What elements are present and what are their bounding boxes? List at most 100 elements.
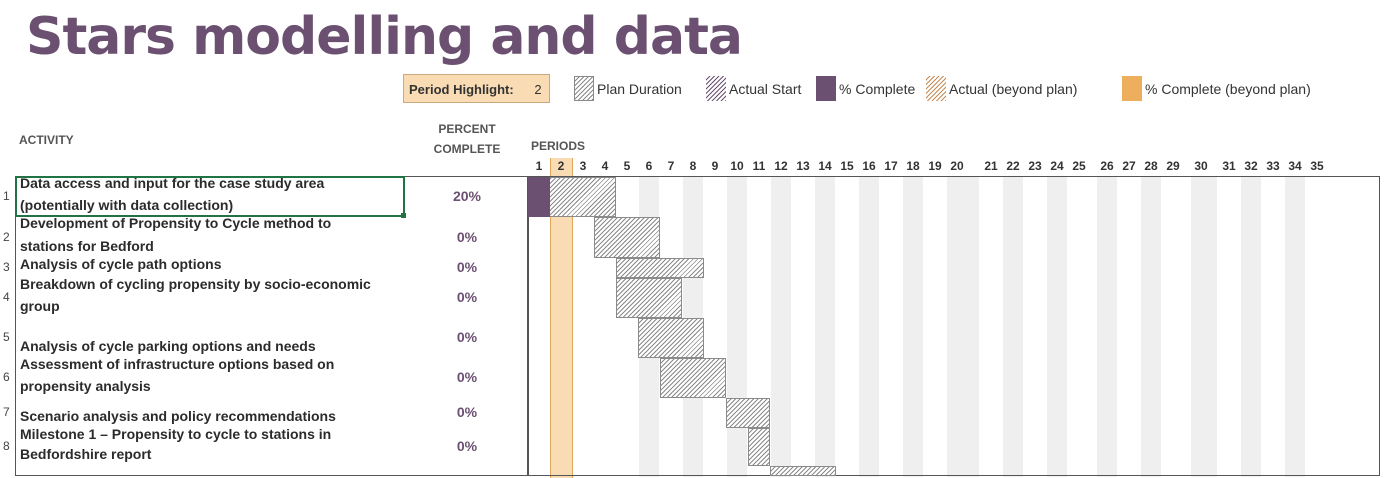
row-number: 8 xyxy=(3,439,10,453)
period-label-6: 6 xyxy=(645,159,653,173)
period-label-7: 7 xyxy=(667,159,675,173)
period-label-21: 21 xyxy=(984,159,998,173)
period-label-16: 16 xyxy=(862,159,876,173)
plan-duration-bar xyxy=(616,278,682,318)
period-label-3: 3 xyxy=(579,159,587,173)
activity-header: ACTIVITY xyxy=(19,133,74,147)
period-column-stripe xyxy=(815,177,835,477)
legend-swatch-complete xyxy=(816,76,836,101)
period-label-11: 11 xyxy=(752,159,766,173)
period-label-34: 34 xyxy=(1288,159,1302,173)
period-label-13: 13 xyxy=(796,159,810,173)
period-column-stripe xyxy=(1141,177,1161,477)
period-label-32: 32 xyxy=(1244,159,1258,173)
activity-name: Development of Propensity to Cycle metho… xyxy=(20,215,332,231)
plan-duration-bar xyxy=(726,398,770,428)
row-number: 4 xyxy=(3,290,10,304)
plan-duration-bar xyxy=(660,358,726,398)
legend-label-plan-duration: Plan Duration xyxy=(597,81,682,97)
activity-name: Assessment of infrastructure options bas… xyxy=(20,356,335,372)
percent-complete: 0% xyxy=(456,259,478,275)
period-label-31: 31 xyxy=(1222,159,1236,173)
row-number: 3 xyxy=(3,260,10,274)
period-label-27: 27 xyxy=(1122,159,1136,173)
period-column-stripe xyxy=(859,177,879,477)
activity-name-line2: Scenario analysis and policy recommendat… xyxy=(20,408,336,424)
period-column-stripe xyxy=(1285,177,1305,477)
activity-name-line2: (potentially with data collection) xyxy=(20,197,234,213)
period-column-stripe xyxy=(947,177,979,477)
legend-label-actual-start: Actual Start xyxy=(729,81,802,97)
percent-complete: 0% xyxy=(456,369,478,385)
plan-duration-bar xyxy=(748,428,770,466)
activity-name-line2: Bedfordshire report xyxy=(20,446,152,462)
legend-swatch-actual-start xyxy=(706,76,726,101)
row-number: 6 xyxy=(3,370,10,384)
activity-name: Milestone 1 – Propensity to cycle to sta… xyxy=(20,426,332,442)
period-label-9: 9 xyxy=(711,159,719,173)
period-label-10: 10 xyxy=(730,159,744,173)
period-label-20: 20 xyxy=(950,159,964,173)
row-number: 2 xyxy=(3,229,10,244)
period-label-33: 33 xyxy=(1266,159,1280,173)
percent-complete-bar xyxy=(528,177,550,217)
period-label-30: 30 xyxy=(1194,159,1208,173)
plan-duration-bar xyxy=(638,318,704,358)
period-column-stripe xyxy=(1097,177,1117,477)
activity-name-line2: group xyxy=(20,298,60,314)
period-highlight-input[interactable] xyxy=(403,74,550,103)
percent-complete: 0% xyxy=(456,404,478,420)
period-column-stripe xyxy=(1191,177,1217,477)
plan-duration-bar xyxy=(770,466,836,476)
period-label-15: 15 xyxy=(840,159,854,173)
period-highlight-label: Period Highlight: xyxy=(409,82,514,97)
period-label-23: 23 xyxy=(1028,159,1042,173)
activity-name: Breakdown of cycling propensity by socio… xyxy=(20,276,371,292)
page-title: Stars modelling and data xyxy=(26,7,743,67)
period-label-5: 5 xyxy=(623,159,631,173)
percent-header-line2: COMPLETE xyxy=(433,142,501,156)
period-label-4: 4 xyxy=(601,159,609,173)
period-label-17: 17 xyxy=(884,159,898,173)
activity-name: Analysis of cycle path options xyxy=(20,256,222,272)
row-number: 1 xyxy=(3,189,10,203)
period-label-1: 1 xyxy=(535,159,543,173)
period-label-25: 25 xyxy=(1072,159,1086,173)
period-label-14: 14 xyxy=(818,159,832,173)
activity-name-line2: Analysis of cycle parking options and ne… xyxy=(20,338,316,354)
legend-label-complete: % Complete xyxy=(839,81,916,97)
activity-name-line2: propensity analysis xyxy=(20,378,151,394)
legend-swatch-complete-beyond-plan xyxy=(1122,76,1142,101)
period-label-28: 28 xyxy=(1144,159,1158,173)
period-column-stripe xyxy=(771,177,791,477)
legend-swatch-actual-beyond-plan xyxy=(926,76,946,101)
period-label-12: 12 xyxy=(774,159,788,173)
legend-label-complete-beyond-plan: % Complete (beyond plan) xyxy=(1145,81,1311,97)
legend-swatch-plan-duration xyxy=(574,76,594,101)
percent-complete: 0% xyxy=(456,289,478,305)
periods-header: PERIODS xyxy=(531,139,586,153)
period-label-18: 18 xyxy=(906,159,920,173)
period-label-29: 29 xyxy=(1166,159,1180,173)
percent-header-line1: PERCENT xyxy=(438,122,496,136)
period-label-8: 8 xyxy=(689,159,697,173)
plan-duration-bar xyxy=(616,258,704,278)
fill-handle[interactable] xyxy=(401,213,406,218)
period-highlight-value[interactable]: 2 xyxy=(534,82,542,97)
period-label-35: 35 xyxy=(1310,159,1324,173)
period-label-24: 24 xyxy=(1050,159,1064,173)
period-label-2: 2 xyxy=(557,159,565,173)
period-label-22: 22 xyxy=(1006,159,1020,173)
row-number: 5 xyxy=(3,330,10,344)
period-column-stripe xyxy=(1003,177,1023,477)
percent-complete: 0% xyxy=(456,228,478,245)
period-label-19: 19 xyxy=(928,159,942,173)
percent-complete: 0% xyxy=(456,329,478,345)
plan-duration-bar xyxy=(594,217,660,258)
period-label-26: 26 xyxy=(1100,159,1114,173)
highlight-period-column xyxy=(550,158,573,478)
legend-label-actual-beyond-plan: Actual (beyond plan) xyxy=(949,81,1078,97)
selected-cell[interactable] xyxy=(15,176,405,217)
activity-name: Data access and input for the case study… xyxy=(20,175,325,191)
period-column-stripe xyxy=(1241,177,1261,477)
